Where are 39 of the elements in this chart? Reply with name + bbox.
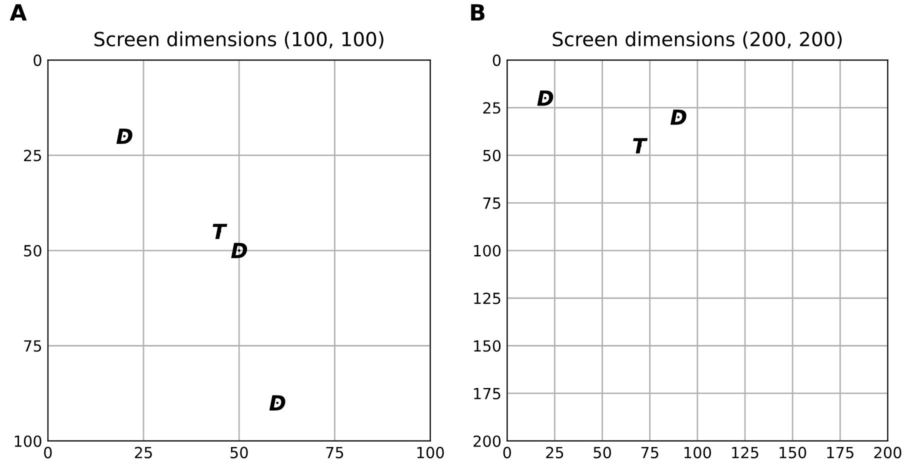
y-tick-label: 0 xyxy=(34,54,42,66)
x-tick-label: 200 xyxy=(874,446,902,458)
y-tick-label: 25 xyxy=(483,102,500,114)
x-tick-label: 100 xyxy=(417,446,444,458)
text: D xyxy=(231,242,248,258)
series-label: T xyxy=(633,138,648,154)
x-tick-label: 0 xyxy=(503,446,511,458)
text: D xyxy=(670,110,686,125)
x-tick-label: 25 xyxy=(546,446,564,458)
y-tick-label: 150 xyxy=(474,340,501,352)
y-tick-label: 25 xyxy=(24,150,42,162)
y-tick-label: 0 xyxy=(492,54,501,66)
chart-title: Screen dimensions (200, 200) xyxy=(552,31,842,49)
series-label: D xyxy=(537,90,554,106)
x-tick-label: 75 xyxy=(641,447,658,458)
x-tick-label: 100 xyxy=(684,446,711,458)
x-tick-label: 50 xyxy=(230,446,248,458)
x-tick-label: 50 xyxy=(594,446,611,458)
series-label: T xyxy=(212,224,228,240)
text: B xyxy=(471,4,484,20)
text: A xyxy=(10,4,27,20)
x-tick-label: 150 xyxy=(780,446,806,458)
y-tick-label: 75 xyxy=(24,340,42,352)
y-tick-label: 50 xyxy=(483,150,501,162)
y-tick-label: 125 xyxy=(474,292,500,304)
y-tick-label: 75 xyxy=(483,198,500,209)
y-tick-label: 100 xyxy=(474,244,501,257)
y-tick-label: 175 xyxy=(474,388,500,400)
x-tick-label: 25 xyxy=(134,446,152,458)
y-tick-label: 50 xyxy=(24,244,42,257)
x-tick-label: 75 xyxy=(326,447,344,458)
x-tick-label: 125 xyxy=(732,446,758,458)
x-tick-label: 175 xyxy=(827,447,854,458)
text: D xyxy=(116,128,132,144)
y-tick-label: 200 xyxy=(474,435,501,448)
chart-title: Screen dimensions (100, 100) xyxy=(94,31,384,49)
series-label: D xyxy=(269,395,286,410)
y-tick-label: 100 xyxy=(14,435,42,448)
x-tick-label: 0 xyxy=(44,446,52,458)
